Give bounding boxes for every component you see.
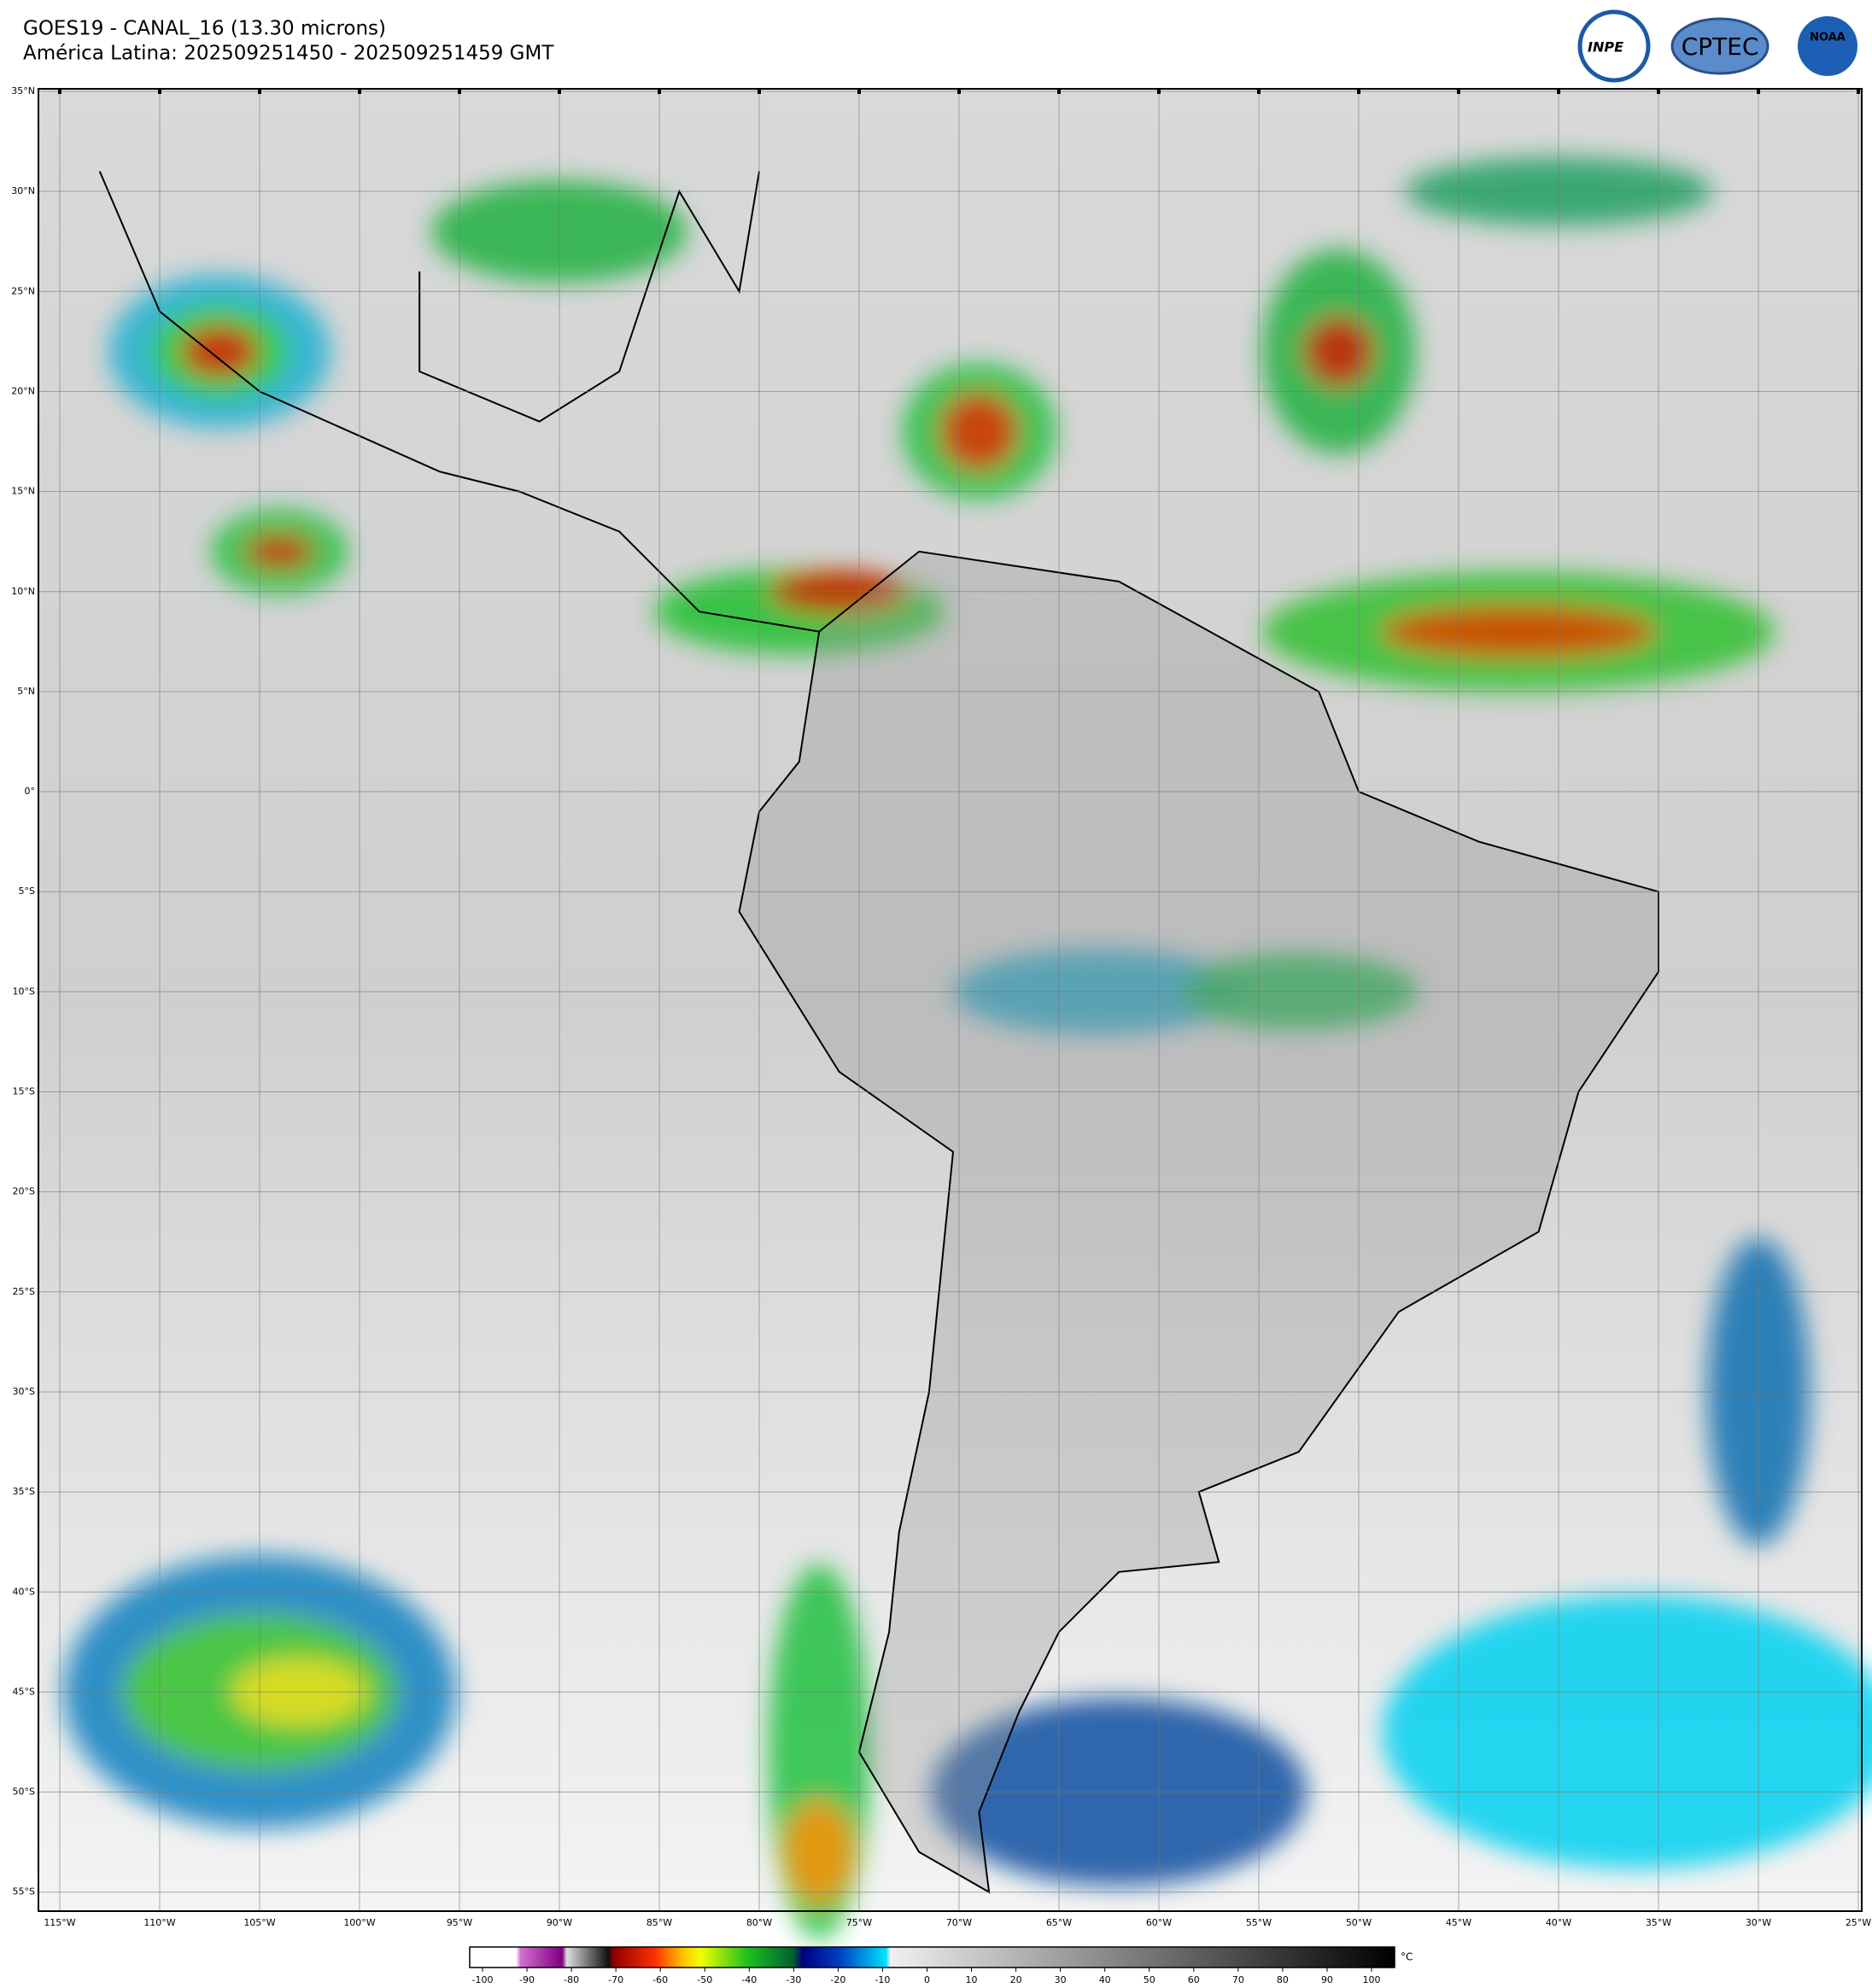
cloud xyxy=(245,534,314,569)
colorbar-tick-label: 10 xyxy=(966,1974,978,1985)
colorbar-tick-label: 60 xyxy=(1188,1974,1200,1985)
map-frame xyxy=(38,88,1863,1912)
logo-inpe: INPE xyxy=(1588,39,1623,56)
lat-label: 10°S xyxy=(13,985,35,997)
grid xyxy=(38,89,1862,1911)
cloud xyxy=(1304,317,1373,386)
lon-label: 30°W xyxy=(1746,1917,1771,1928)
lon-label: 110°W xyxy=(143,1917,175,1928)
lon-label: 115°W xyxy=(44,1917,75,1928)
lon-label: 25°W xyxy=(1846,1917,1871,1928)
lon-label: 70°W xyxy=(946,1917,972,1928)
axis-labels: 35°N 30°N 25°N 20°N 15°N 10°N 5°N 0° 5°S 10°S 15°S… xyxy=(11,85,1871,1928)
colorbar-tick-label: 50 xyxy=(1144,1974,1155,1985)
cloud-imagery xyxy=(63,157,1872,1940)
colorbar-tick-label: -50 xyxy=(697,1974,712,1985)
logo-cptec: CPTEC xyxy=(1682,32,1759,61)
colorbar-unit: °C xyxy=(1401,1951,1413,1963)
colorbar-tick-label: 100 xyxy=(1363,1974,1381,1985)
cloud xyxy=(785,1800,854,1903)
colorbar-tick-label: -30 xyxy=(786,1974,801,1985)
colorbar-tick-label: -60 xyxy=(652,1974,668,1985)
lat-label: 5°S xyxy=(19,886,35,897)
logo-noaa: NOAA xyxy=(1810,32,1846,44)
colorbar-tick-label: 40 xyxy=(1099,1974,1111,1985)
lon-label: 95°W xyxy=(447,1917,472,1928)
lat-label: 10°N xyxy=(11,586,35,597)
colorbar-tick-label: -100 xyxy=(472,1974,494,1985)
logo-cptec-badge xyxy=(1670,17,1770,75)
colorbar-tick-label: 30 xyxy=(1055,1974,1067,1985)
lat-label: 15°N xyxy=(11,486,35,497)
colorbar-tick-label: 20 xyxy=(1010,1974,1022,1985)
lon-label: 65°W xyxy=(1046,1917,1072,1928)
colorbar-tick-label: 70 xyxy=(1232,1974,1244,1985)
colorbar-tick-label: -10 xyxy=(875,1974,890,1985)
cloud xyxy=(1382,1595,1872,1869)
lat-label: 40°S xyxy=(13,1586,35,1597)
lat-label: 55°S xyxy=(13,1886,35,1897)
lon-label: 45°W xyxy=(1446,1917,1471,1928)
lon-label: 50°W xyxy=(1346,1917,1372,1928)
lon-label: 105°W xyxy=(243,1917,275,1928)
lon-label: 80°W xyxy=(746,1917,772,1928)
lat-label: 15°S xyxy=(13,1086,35,1097)
colorbar xyxy=(469,1946,1395,1968)
subtitle: América Latina: 202509251450 - 202509251… xyxy=(23,43,554,65)
lon-label: 40°W xyxy=(1546,1917,1571,1928)
logo-noaa-badge xyxy=(1793,11,1863,81)
lon-label: 100°W xyxy=(343,1917,375,1928)
lat-label: 20°S xyxy=(13,1186,35,1197)
lon-label: 85°W xyxy=(646,1917,672,1928)
lon-label: 60°W xyxy=(1146,1917,1172,1928)
lon-label: 90°W xyxy=(547,1917,572,1928)
lat-label: 25°S xyxy=(13,1286,35,1297)
colorbar-tick-label: 80 xyxy=(1277,1974,1289,1985)
lat-label: 5°N xyxy=(17,686,35,697)
lat-label: 35°S xyxy=(13,1486,35,1497)
lat-label: 35°N xyxy=(11,85,35,96)
cloud xyxy=(940,393,1018,471)
lat-label: 50°S xyxy=(13,1786,35,1798)
title: GOES19 - CANAL_16 (13.30 microns) xyxy=(23,18,386,40)
lat-label: 20°N xyxy=(11,385,35,396)
colorbar-tick-label: -90 xyxy=(519,1974,535,1985)
lat-label: 30°S xyxy=(13,1386,35,1397)
logo-inpe-badge xyxy=(1577,9,1651,83)
lat-label: 45°S xyxy=(13,1686,35,1697)
cloud xyxy=(181,325,259,377)
colorbar-tick-label: 90 xyxy=(1321,1974,1333,1985)
colorbar-tick-label: -70 xyxy=(608,1974,623,1985)
lon-label: 75°W xyxy=(846,1917,872,1928)
colorbar-tick-label: -20 xyxy=(830,1974,845,1985)
lat-label: 0° xyxy=(25,786,36,797)
lat-label: 30°N xyxy=(11,185,35,196)
cloud xyxy=(1382,605,1656,658)
central-america-coast xyxy=(98,171,820,633)
lon-label: 35°W xyxy=(1646,1917,1671,1928)
colorbar-tick-label: -40 xyxy=(741,1974,757,1985)
colorbar-ticks: -100 -90 -80 -70 -60 -50 -40 -30 -20 -10 0 10 20 30 40… xyxy=(472,1968,1381,1985)
logos: INPE CPTEC NOAA xyxy=(1577,9,1863,83)
lon-label: 55°W xyxy=(1246,1917,1272,1928)
lat-label: 25°N xyxy=(11,285,35,296)
colorbar-tick-label: -80 xyxy=(564,1974,579,1985)
colorbar-tick-label: 0 xyxy=(924,1974,930,1985)
